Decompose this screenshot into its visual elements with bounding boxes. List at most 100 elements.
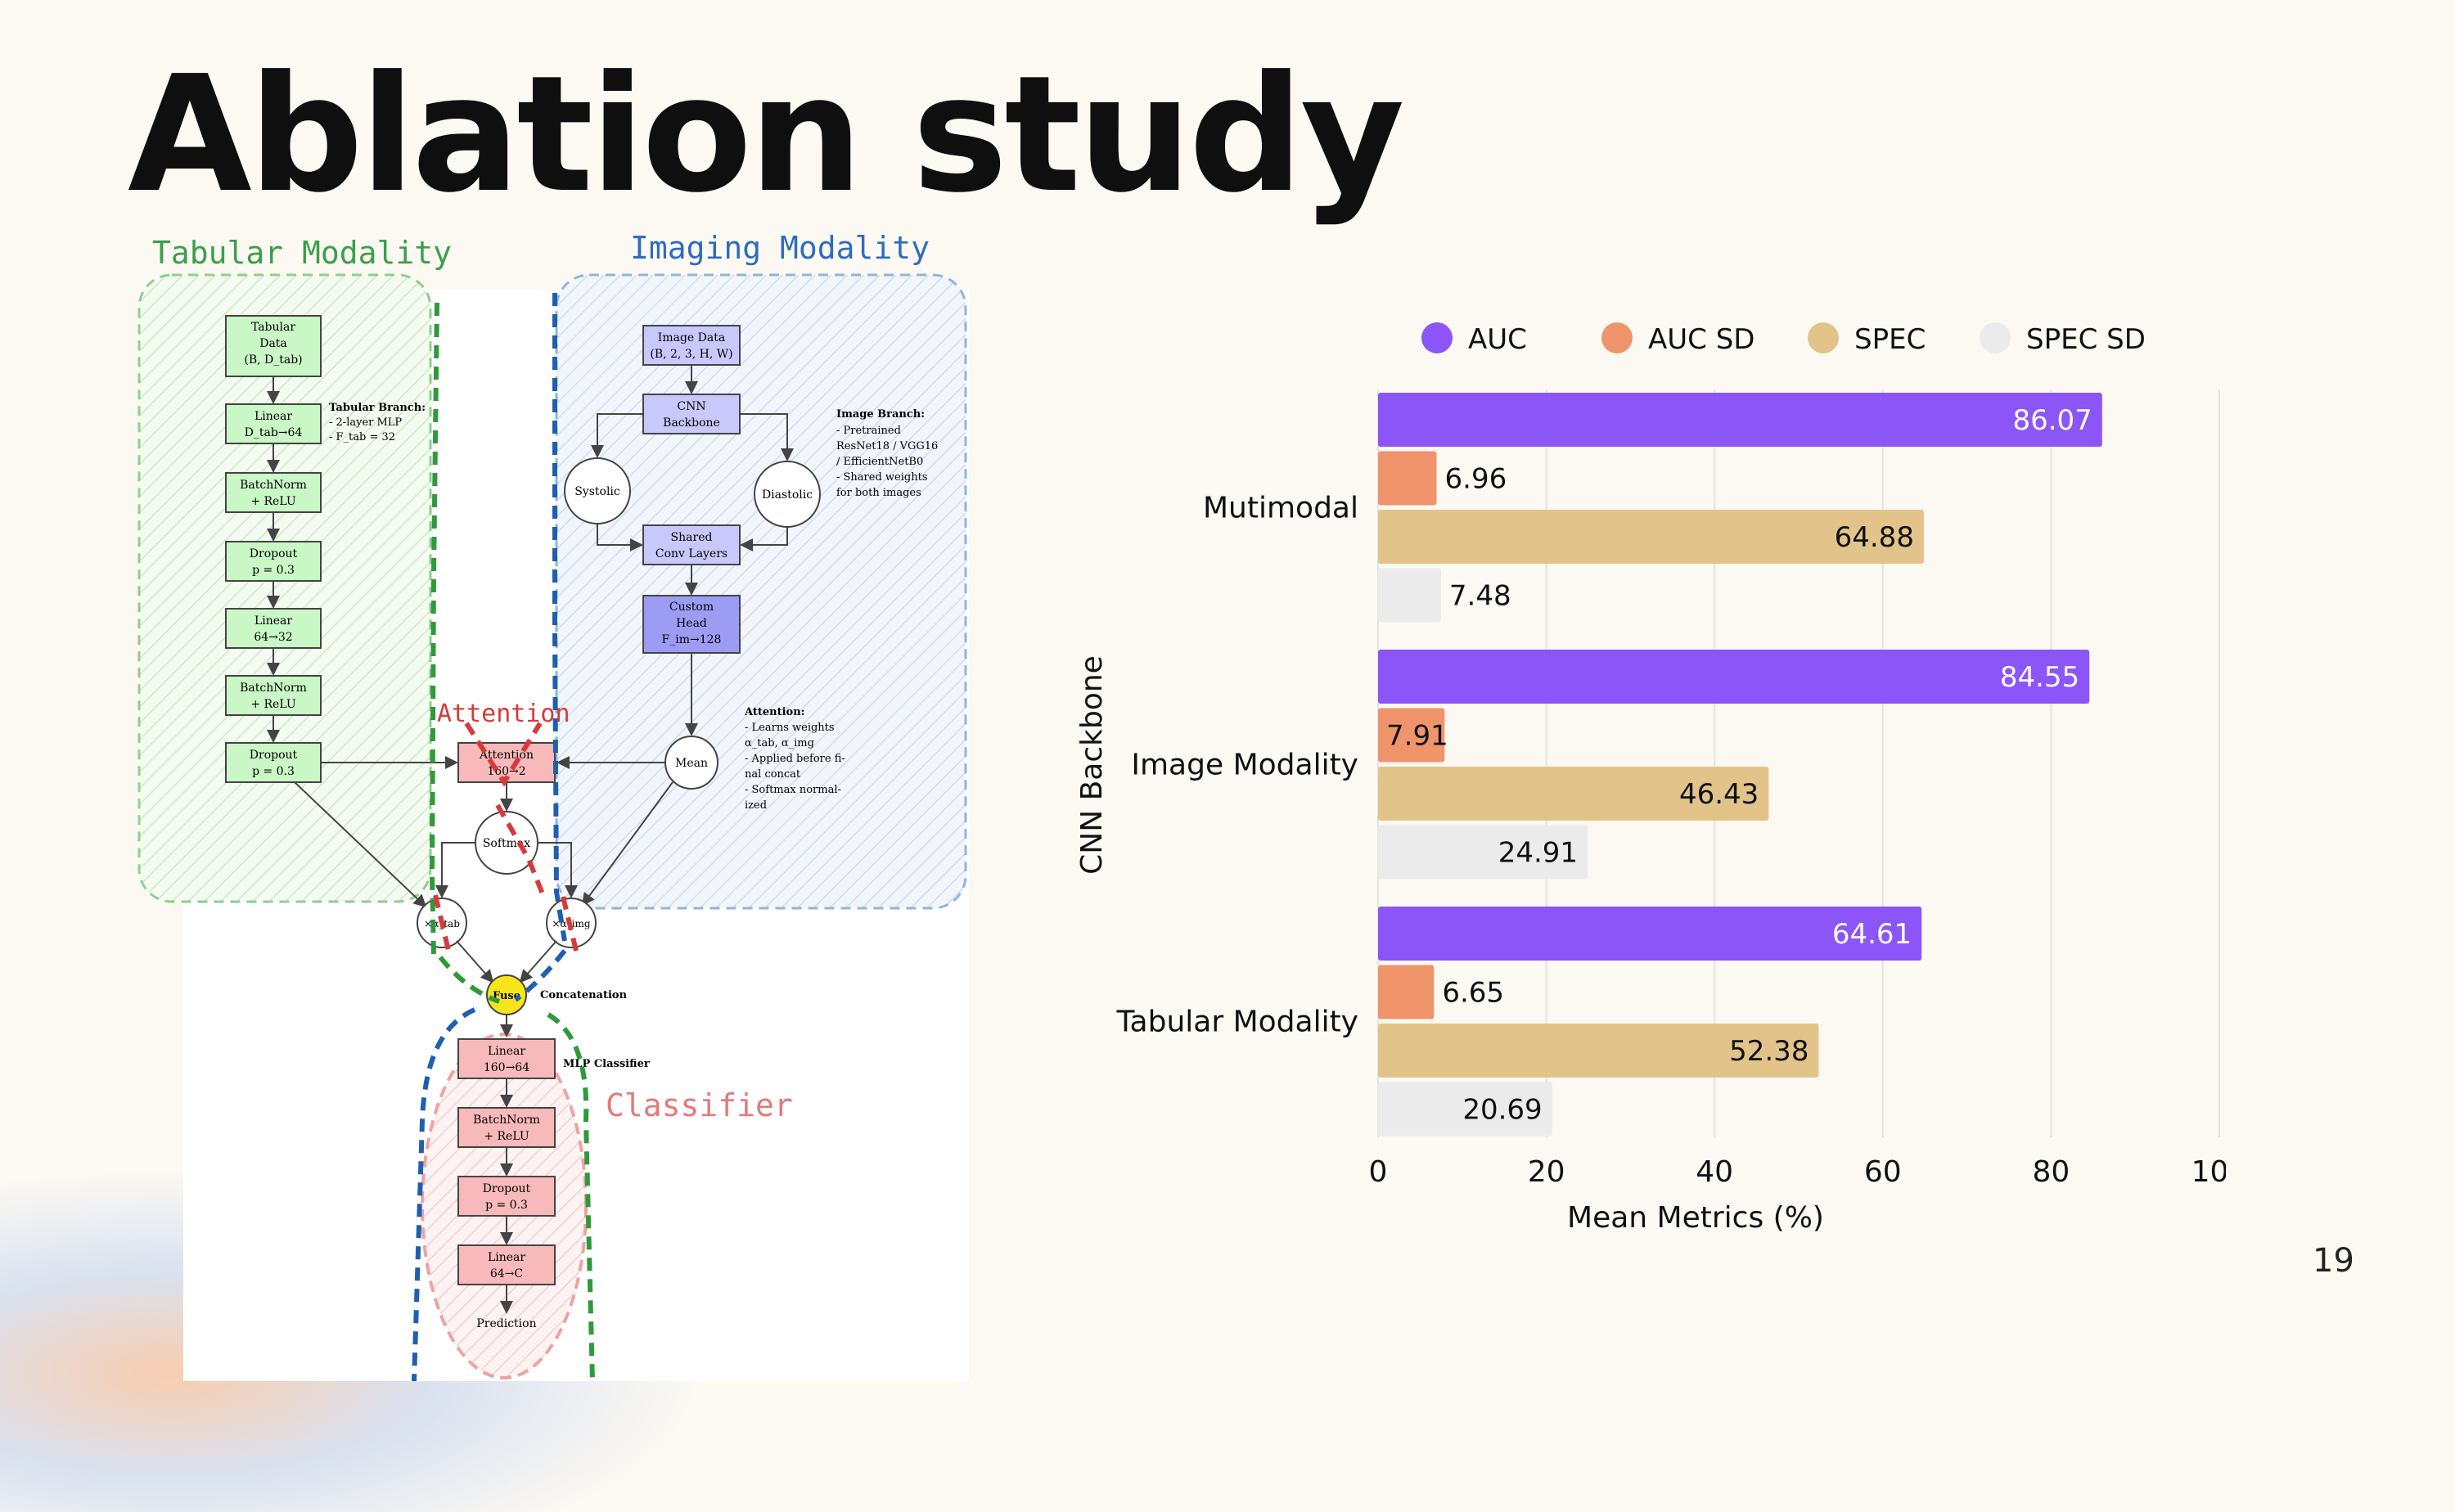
svg-text:Dropout: Dropout: [483, 1182, 531, 1195]
classifier-node-linear-1: Linear 160→64: [457, 1038, 556, 1079]
svg-text:α_tab, α_img: α_tab, α_img: [745, 737, 814, 749]
svg-text:Attention: Attention: [479, 749, 534, 762]
svg-text:p = 0.3: p = 0.3: [252, 765, 295, 778]
x-tick-label: 40: [1696, 1155, 1733, 1189]
image-node-cnn: CNN Backbone: [642, 394, 741, 434]
x-tick-label: 0: [1369, 1155, 1388, 1189]
attention-label: Attention: [437, 700, 570, 728]
image-node-mean: Mean: [664, 736, 718, 790]
y-axis-title: CNN Backbone: [1075, 655, 1109, 875]
image-node-shared: Shared Conv Layers: [642, 524, 741, 565]
x-tick-label: 100: [2191, 1155, 2226, 1189]
classifier-node-linear-2: Linear 64→C: [457, 1244, 556, 1285]
svg-text:BatchNorm: BatchNorm: [240, 479, 307, 492]
tabular-node-dropout-2: Dropout p = 0.3: [225, 742, 322, 783]
image-arrows: [556, 365, 794, 907]
svg-text:+ ReLU: + ReLU: [250, 698, 296, 711]
architecture-diagram: Tabular Modality Imaging Modality Attent…: [137, 230, 969, 1381]
data-label: 86.07: [2012, 404, 2092, 437]
svg-text:Custom: Custom: [669, 601, 714, 614]
legend-label: SPEC SD: [2026, 323, 2146, 356]
svg-text:CNN: CNN: [677, 400, 705, 413]
category-label: Mutimodal: [1203, 491, 1358, 524]
data-label: 6.96: [1445, 463, 1507, 496]
svg-text:Softmax: Softmax: [483, 837, 530, 850]
svg-text:Conv Layers: Conv Layers: [655, 547, 727, 560]
bar-auc-sd: [1378, 451, 1437, 506]
svg-text:Attention:: Attention:: [744, 706, 804, 718]
x-tick-label: 80: [2032, 1155, 2070, 1189]
svg-text:- Pretrained: - Pretrained: [836, 425, 901, 437]
tabular-node-linear-2: Linear 64→32: [225, 608, 322, 649]
legend-label: SPEC: [1854, 323, 1926, 356]
image-node-head: Custom Head F_im→128: [642, 595, 741, 654]
tabular-region-label: Tabular Modality: [152, 235, 452, 271]
svg-text:ized: ized: [745, 799, 767, 812]
svg-text:Systolic: Systolic: [574, 485, 620, 498]
svg-text:BatchNorm: BatchNorm: [473, 1114, 540, 1127]
image-node-diastolic: Diastolic: [754, 461, 821, 528]
fuse-node: Fuse: [486, 974, 527, 1015]
x-axis-title: Mean Metrics (%): [1567, 1201, 1824, 1235]
svg-text:160→64: 160→64: [484, 1061, 529, 1074]
svg-text:- Softmax normal-: - Softmax normal-: [745, 784, 841, 796]
image-node-systolic: Systolic: [564, 457, 631, 524]
svg-text:Diastolic: Diastolic: [762, 488, 813, 502]
svg-text:- Shared weights: - Shared weights: [836, 471, 927, 484]
svg-text:Image Branch:: Image Branch:: [836, 408, 925, 421]
data-label: 64.88: [1835, 521, 1914, 554]
svg-text:ResNet18 / VGG16: ResNet18 / VGG16: [836, 440, 938, 452]
bar-spec: [1378, 510, 1924, 564]
concat-label: Concatenation: [540, 989, 628, 1001]
tabular-region: [137, 273, 432, 903]
data-label: 46.43: [1679, 778, 1759, 811]
svg-text:D_tab→64: D_tab→64: [245, 426, 303, 439]
legend-swatch: [1980, 322, 2011, 353]
bar-chart: 0 20 40 60 80 100 AUC AUC SD SPEC SPEC SD 86.07 6.9…: [1075, 322, 2226, 1235]
data-label: 6.65: [1442, 977, 1504, 1010]
svg-text:p = 0.3: p = 0.3: [252, 564, 295, 577]
svg-text:Linear: Linear: [488, 1045, 525, 1058]
data-label: 64.61: [1832, 918, 1912, 951]
svg-text:/ EfficientNetB0: / EfficientNetB0: [836, 456, 923, 468]
svg-text:Mean: Mean: [675, 757, 708, 770]
svg-text:nal concat: nal concat: [745, 768, 801, 781]
tabular-node-dropout-1: Dropout p = 0.3: [225, 541, 322, 582]
bar-auc-sd: [1378, 708, 1445, 763]
slide-title: Ablation study: [128, 42, 1405, 228]
svg-text:Image Data: Image Data: [658, 331, 725, 344]
svg-text:+ ReLU: + ReLU: [250, 495, 296, 508]
legend-swatch: [1601, 322, 1633, 353]
data-label: 24.91: [1498, 837, 1578, 870]
tabular-node-data: Tabular Data (B, D_tab): [225, 315, 322, 377]
bar-auc: [1378, 393, 2102, 447]
svg-text:Tabular Branch:: Tabular Branch:: [329, 402, 426, 414]
category-label: Tabular Modality: [1116, 1005, 1359, 1038]
attention-note: Attention: - Learns weights α_tab, α_img…: [744, 706, 845, 812]
svg-text:Head: Head: [676, 617, 707, 630]
imaging-region-label: Imaging Modality: [630, 230, 930, 266]
tabular-node-linear-1: Linear D_tab→64: [225, 403, 322, 444]
classifier-label: Classifier: [606, 1087, 793, 1123]
svg-text:Linear: Linear: [255, 614, 292, 628]
classifier-node-dropout: Dropout p = 0.3: [457, 1176, 556, 1217]
x-tick-label: 60: [1864, 1155, 1902, 1189]
x-tick-label: 20: [1528, 1155, 1565, 1189]
page-number: 19: [2313, 1242, 2354, 1280]
svg-text:Backbone: Backbone: [663, 416, 720, 430]
svg-text:- Applied before fi-: - Applied before fi-: [745, 753, 845, 765]
svg-text:+ ReLU: + ReLU: [484, 1130, 529, 1143]
legend-swatch: [1808, 322, 1839, 353]
svg-text:F_im→128: F_im→128: [662, 633, 722, 646]
svg-text:Tabular: Tabular: [251, 321, 295, 334]
svg-text:- F_tab = 32: - F_tab = 32: [329, 431, 395, 443]
legend-label: AUC SD: [1648, 323, 1755, 356]
svg-text:Dropout: Dropout: [250, 749, 298, 762]
legend-swatch: [1421, 322, 1453, 353]
tabular-node-batchnorm-2: BatchNorm + ReLU: [225, 675, 322, 716]
svg-text:Dropout: Dropout: [250, 547, 298, 560]
svg-text:64→32: 64→32: [254, 631, 292, 644]
svg-text:- Learns weights: - Learns weights: [745, 722, 835, 734]
tabular-node-batchnorm-1: BatchNorm + ReLU: [225, 472, 322, 513]
bar-auc: [1378, 907, 1922, 961]
